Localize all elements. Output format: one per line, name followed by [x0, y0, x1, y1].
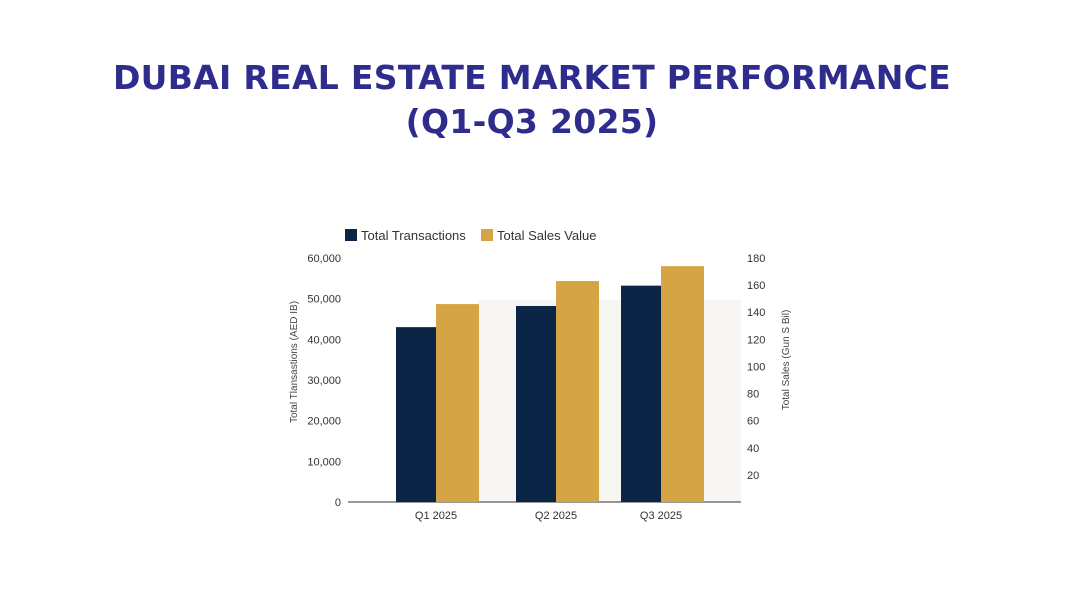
bar-total-transactions [516, 305, 556, 502]
chart-title: DUBAI REAL ESTATE MARKET PERFORMANCE (Q1… [0, 56, 1064, 144]
x-tick-label: Q1 2025 [415, 510, 457, 522]
y-tick-label: 10,000 [307, 456, 341, 468]
x-tick-label: Q2 2025 [535, 510, 577, 522]
x-tick-label: Q3 2025 [640, 510, 682, 522]
legend-label: Total Sales Value [497, 228, 597, 243]
title-line-1: DUBAI REAL ESTATE MARKET PERFORMANCE [112, 58, 952, 97]
y-tick-label: 30,000 [307, 375, 341, 387]
y2-tick-label: 180 [747, 253, 765, 265]
bar-total-transactions [621, 285, 661, 502]
y2-tick-label: 40 [747, 443, 759, 455]
y2-tick-label: 140 [747, 307, 765, 319]
y2-tick-label: 120 [747, 334, 765, 346]
bar-total-sales-value [436, 304, 479, 502]
legend-swatch [481, 229, 493, 241]
y-tick-label: 20,000 [307, 416, 341, 428]
y-tick-label: 60,000 [307, 253, 341, 265]
y-tick-label: 50,000 [307, 294, 341, 306]
title-line-2: (Q1-Q3 2025) [405, 102, 659, 141]
y-tick-label: 40,000 [307, 334, 341, 346]
y2-tick-label: 160 [747, 280, 765, 292]
bar-total-transactions [396, 327, 436, 502]
bar-total-sales-value [556, 281, 599, 502]
y2-tick-label: 100 [747, 361, 765, 373]
y2-axis-title: Total Sales (Gun S Bil) [781, 310, 792, 411]
y2-tick-label: 60 [747, 416, 759, 428]
y-axis-title: Total Tlansastions (AED IB) [289, 301, 300, 423]
y-tick-label: 0 [335, 497, 341, 509]
legend-label: Total Transactions [361, 228, 466, 243]
legend-swatch [345, 229, 357, 241]
y2-tick-label: 80 [747, 389, 759, 401]
y2-tick-label: 20 [747, 470, 759, 482]
bar-total-sales-value [661, 266, 704, 502]
